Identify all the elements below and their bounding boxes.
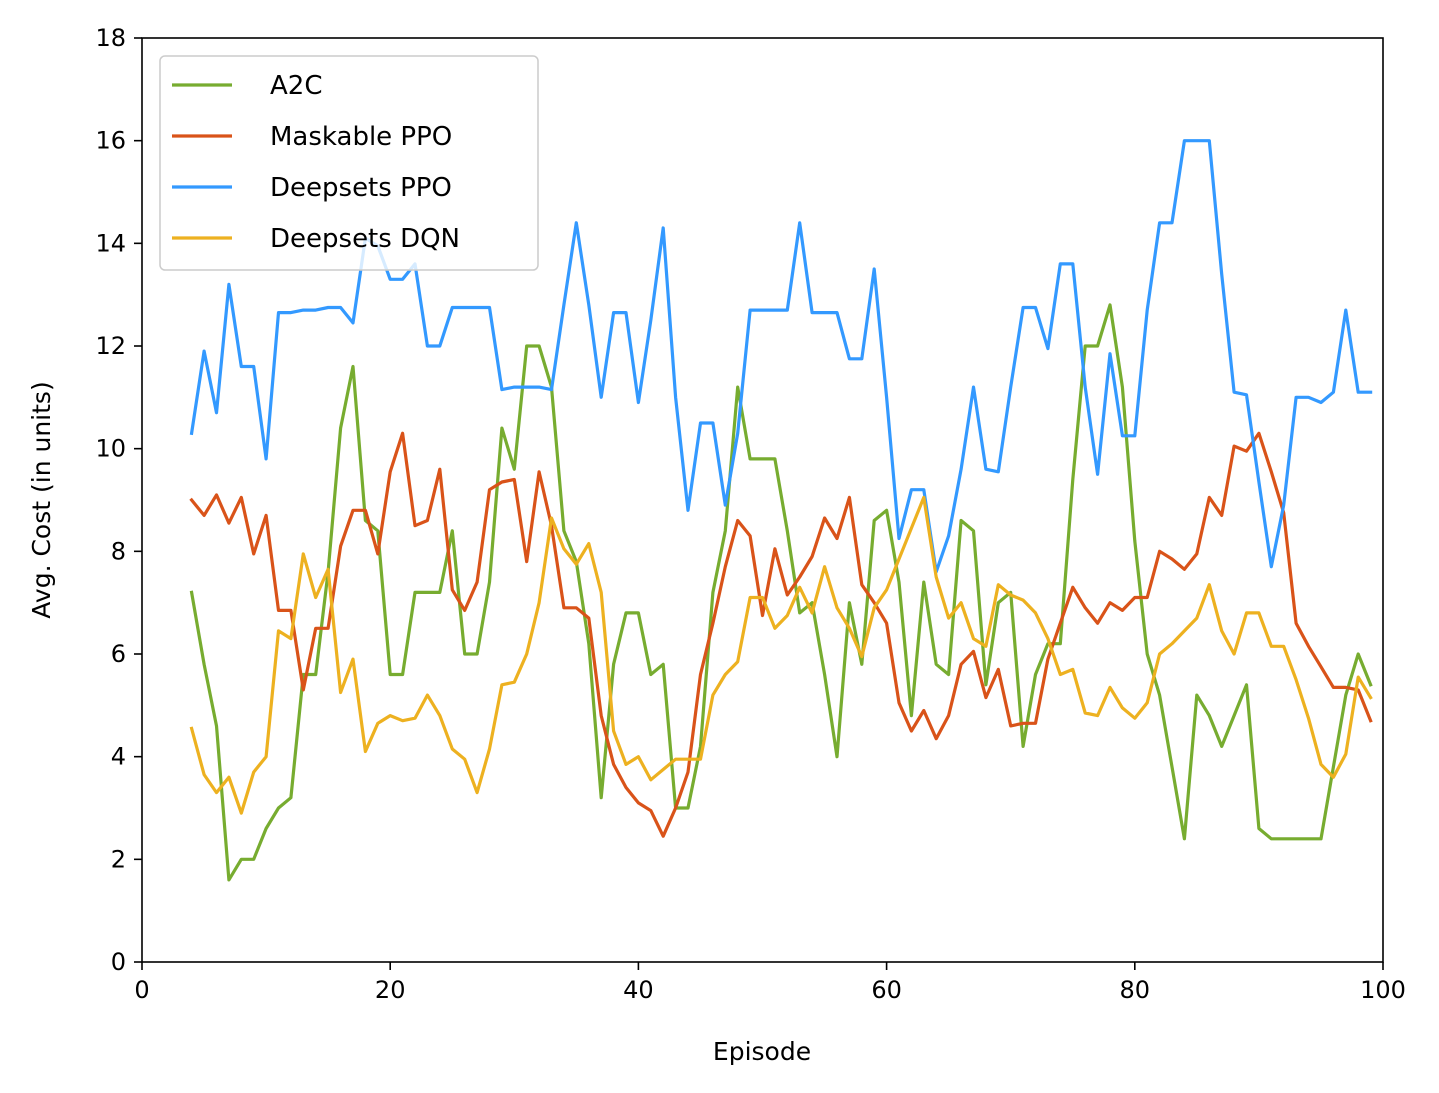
x-axis-label: Episode (713, 1037, 811, 1066)
series-layer (189, 139, 1373, 882)
x-tick-label: 40 (623, 976, 654, 1004)
y-tick-label: 10 (95, 435, 126, 463)
series-line-maskable-ppo (189, 431, 1373, 838)
y-tick-label: 12 (95, 332, 126, 360)
y-tick-label: 16 (95, 127, 126, 155)
y-tick-label: 2 (111, 845, 126, 873)
legend-label: Deepsets PPO (270, 173, 452, 203)
legend: A2C Maskable PPO Deepsets PPO Deepsets DQN (159, 55, 539, 271)
x-tick-label: 20 (375, 976, 406, 1004)
x-tick-label: 60 (871, 976, 902, 1004)
x-tick-label: 0 (134, 976, 149, 1004)
y-axis-label: Avg. Cost (in units) (27, 381, 56, 618)
legend-label: A2C (270, 71, 322, 101)
plot-area-frame (141, 37, 1384, 963)
y-tick-label: 18 (95, 24, 126, 52)
axis-ticks: 0 20 40 60 80 100 0 2 4 6 8 10 12 14 16 18 (95, 24, 1405, 1004)
legend-box (159, 55, 539, 271)
y-tick-label: 0 (111, 948, 126, 976)
y-tick-label: 6 (111, 640, 126, 668)
series-line-deepsets-dqn (189, 495, 1373, 815)
y-tick-label: 4 (111, 743, 126, 771)
legend-label: Deepsets DQN (270, 224, 460, 254)
x-tick-label: 80 (1120, 976, 1151, 1004)
x-tick-label: 100 (1360, 976, 1406, 1004)
y-tick-label: 14 (95, 229, 126, 257)
series-line-a2c (189, 303, 1373, 882)
legend-label: Maskable PPO (270, 122, 452, 152)
y-tick-label: 8 (111, 537, 126, 565)
series-line-deepsets-ppo (189, 139, 1373, 574)
